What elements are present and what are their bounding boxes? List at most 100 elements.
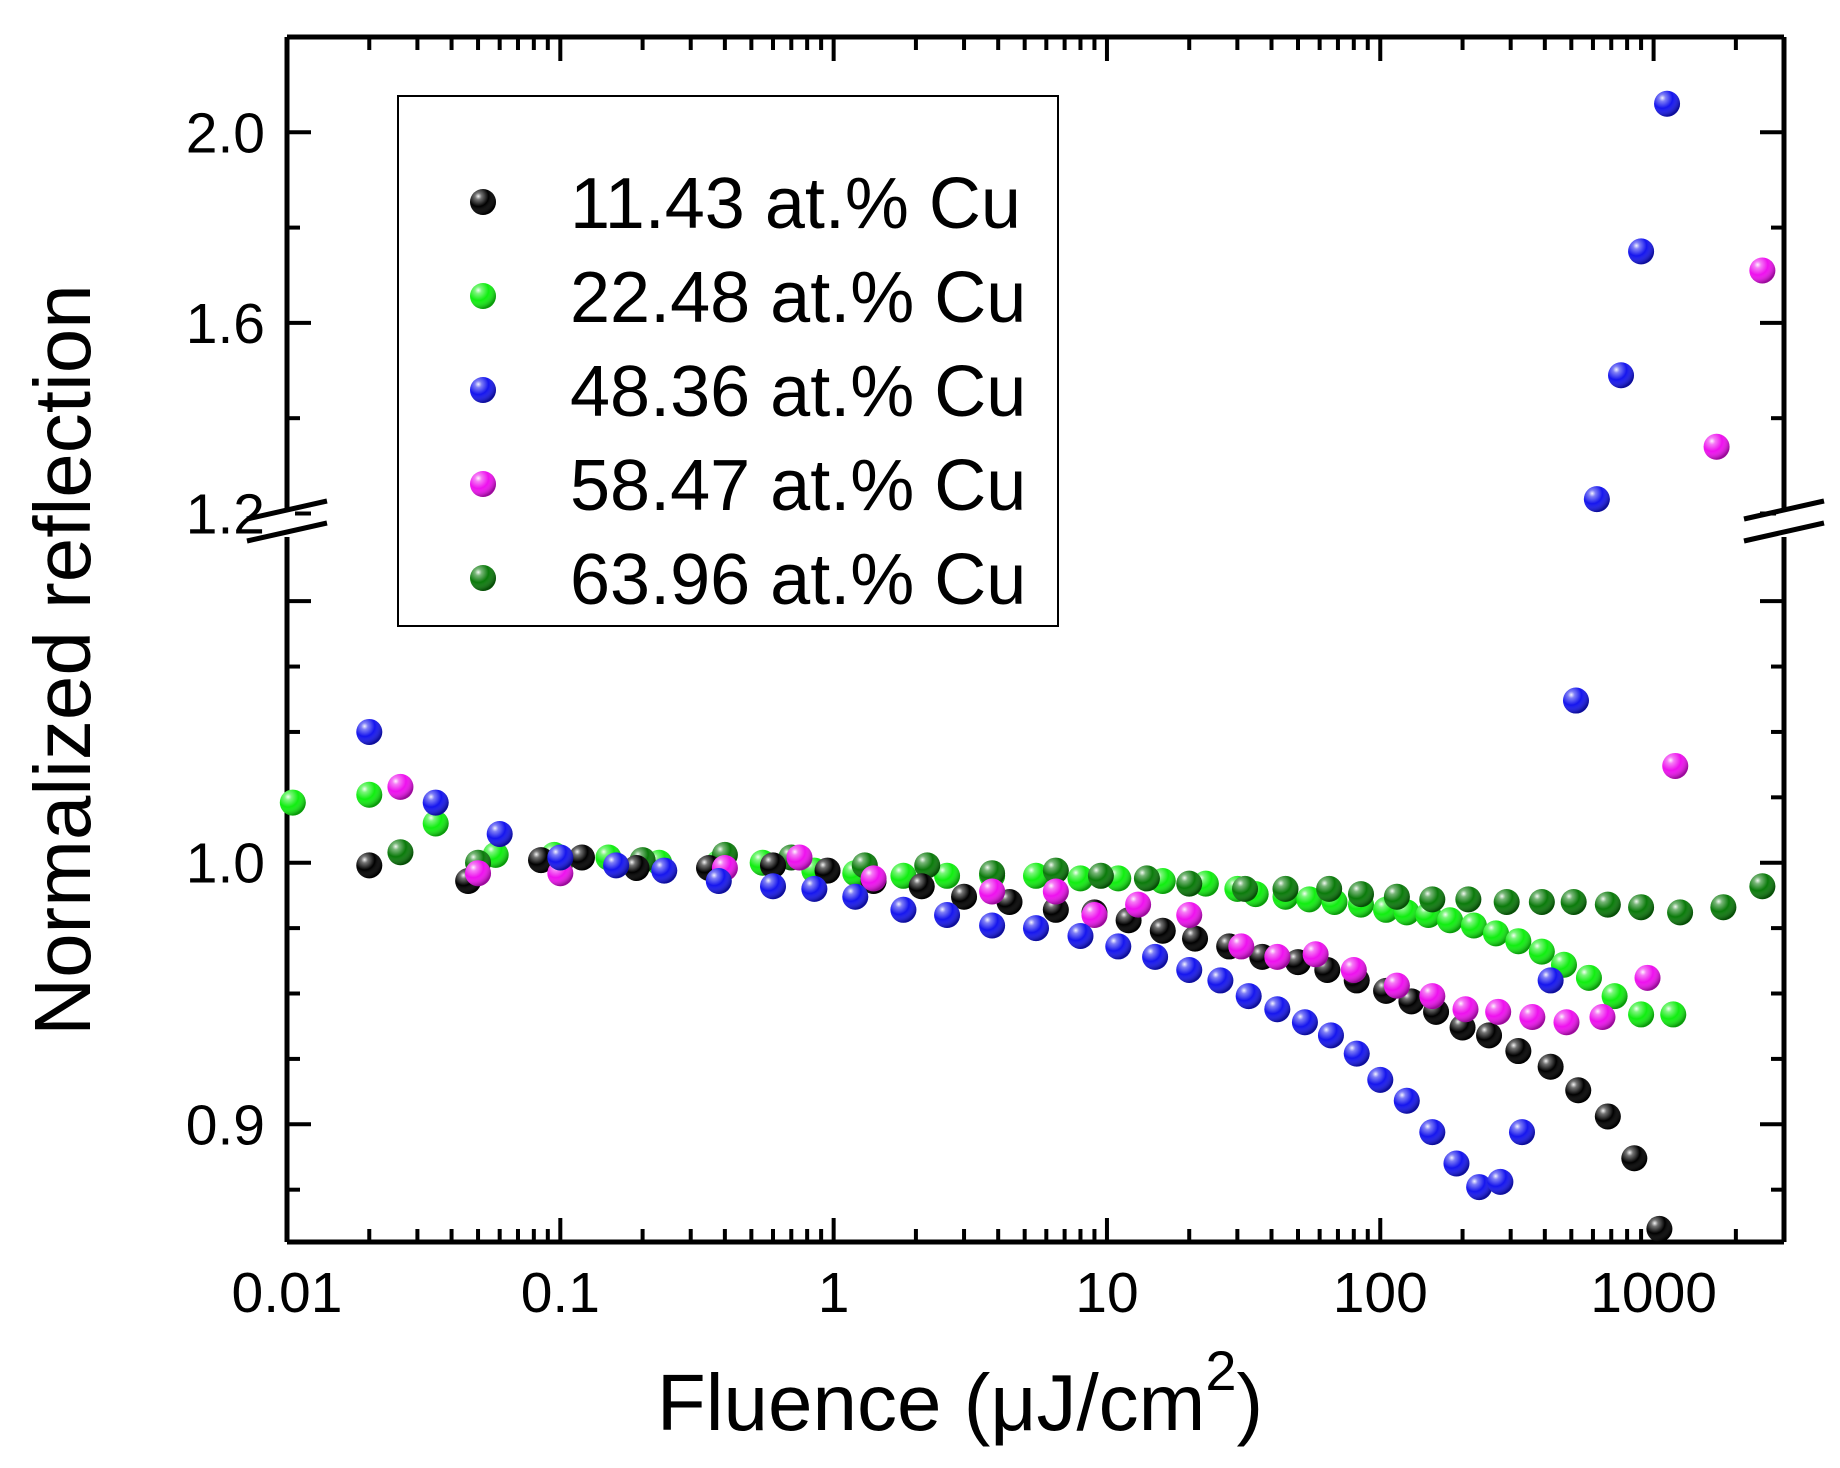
data-point-highlight xyxy=(1393,1087,1420,1114)
x-axis-title: Fluence (μJ/cm2) xyxy=(657,1339,1263,1447)
data-point-highlight xyxy=(528,847,555,874)
data-point-highlight xyxy=(1042,878,1069,905)
data-point-highlight xyxy=(1228,933,1255,960)
x-tick-label: 0.1 xyxy=(521,1261,600,1325)
data-point-highlight xyxy=(422,789,449,816)
data-point-highlight xyxy=(1067,865,1094,892)
data-point-highlight xyxy=(1565,1077,1592,1104)
data-point-highlight xyxy=(1589,1004,1616,1031)
x-tick-label: 0.01 xyxy=(232,1261,343,1325)
data-point-highlight xyxy=(1419,1119,1446,1146)
data-point-highlight xyxy=(1176,870,1203,897)
data-point-highlight xyxy=(1482,920,1509,947)
data-point-highlight xyxy=(1575,964,1602,991)
x-tick-label: 1000 xyxy=(1590,1261,1717,1325)
data-point-highlight xyxy=(1466,1174,1493,1201)
data-point-highlight xyxy=(705,868,732,895)
data-point-highlight xyxy=(1042,857,1069,884)
data-point-highlight xyxy=(1749,257,1776,284)
data-point-highlight xyxy=(1232,875,1259,902)
data-point-highlight xyxy=(1560,888,1587,915)
data-point-highlight xyxy=(1654,90,1681,117)
data-point-highlight xyxy=(914,852,941,879)
data-point-highlight xyxy=(760,873,787,900)
legend-marker-highlight xyxy=(470,377,496,403)
y-tick-label: 0.9 xyxy=(186,1093,265,1157)
data-point-highlight xyxy=(1302,941,1329,968)
axis-break-slash xyxy=(246,498,328,522)
x-tick-label: 10 xyxy=(1075,1261,1138,1325)
data-point-highlight xyxy=(814,857,841,884)
data-point-highlight xyxy=(1367,1066,1394,1093)
data-point-highlight xyxy=(1149,917,1176,944)
data-point-highlight xyxy=(279,789,306,816)
data-point-highlight xyxy=(1601,983,1628,1010)
data-point-highlight xyxy=(760,852,787,879)
data-point-highlight xyxy=(486,820,513,847)
data-point-highlight xyxy=(979,912,1006,939)
data-point-highlight xyxy=(1125,891,1152,918)
data-point-highlight xyxy=(1621,1145,1648,1172)
data-point-highlight xyxy=(1343,1040,1370,1067)
data-point-highlight xyxy=(1487,1168,1514,1195)
axis-break-slash xyxy=(1743,498,1825,522)
y-tick-label: 1.2 xyxy=(186,482,265,546)
legend-box xyxy=(397,95,1059,627)
data-point-highlight xyxy=(1419,983,1446,1010)
data-point-highlight xyxy=(1528,888,1555,915)
data-point-highlight xyxy=(890,896,917,923)
data-point-highlight xyxy=(1508,1119,1535,1146)
y-axis-title: Normalized reflection xyxy=(18,284,107,1035)
data-point-highlight xyxy=(603,852,630,879)
series-3 xyxy=(356,90,1681,1201)
data-point-highlight xyxy=(908,873,935,900)
y-tick-label: 2.0 xyxy=(186,101,265,165)
data-point-highlight xyxy=(1628,1001,1655,1028)
data-point-highlight xyxy=(1081,902,1108,929)
legend-marker-highlight xyxy=(470,565,496,591)
data-point-highlight xyxy=(1067,922,1094,949)
data-point-highlight xyxy=(1646,1215,1673,1242)
data-point-highlight xyxy=(1443,1150,1470,1177)
data-point-highlight xyxy=(1087,862,1114,889)
data-point-highlight xyxy=(1264,996,1291,1023)
series-4 xyxy=(387,257,1776,1036)
data-point-highlight xyxy=(651,857,678,884)
data-point-highlight xyxy=(1133,865,1160,892)
axis-break-slash xyxy=(246,520,328,544)
data-point-highlight xyxy=(786,844,813,871)
data-point-highlight xyxy=(547,844,574,871)
data-point-highlight xyxy=(1455,886,1482,913)
x-tick-label: 100 xyxy=(1333,1261,1428,1325)
data-point-highlight xyxy=(1437,907,1464,934)
data-point-highlight xyxy=(1634,964,1661,991)
data-point-highlight xyxy=(1235,983,1262,1010)
data-point-highlight xyxy=(1583,486,1610,513)
legend-marker-highlight xyxy=(470,189,496,215)
data-point-highlight xyxy=(1537,967,1564,994)
legend-marker-highlight xyxy=(470,283,496,309)
data-point-highlight xyxy=(1340,956,1367,983)
data-point-highlight xyxy=(568,844,595,871)
data-point-highlight xyxy=(1316,875,1343,902)
data-point-highlight xyxy=(1207,967,1234,994)
data-point-highlight xyxy=(1383,883,1410,910)
data-point-highlight xyxy=(1537,1053,1564,1080)
data-point-highlight xyxy=(387,773,414,800)
data-point-highlight xyxy=(1528,938,1555,965)
data-point-highlight xyxy=(1485,998,1512,1025)
data-point-highlight xyxy=(465,860,492,887)
data-point-highlight xyxy=(1749,873,1776,900)
data-point-highlight xyxy=(1042,896,1069,923)
data-point-highlight xyxy=(934,862,961,889)
axis-break-marks xyxy=(246,498,1825,544)
data-point-highlight xyxy=(1553,1009,1580,1036)
data-point-highlight xyxy=(1710,894,1737,921)
data-point-highlight xyxy=(979,860,1006,887)
data-point-highlight xyxy=(1347,881,1374,908)
data-point-highlight xyxy=(1452,996,1479,1023)
legend-label: 58.47 at.% Cu xyxy=(570,446,1026,526)
data-point-highlight xyxy=(356,718,383,745)
data-point-highlight xyxy=(1272,875,1299,902)
legend-label: 63.96 at.% Cu xyxy=(570,540,1026,620)
